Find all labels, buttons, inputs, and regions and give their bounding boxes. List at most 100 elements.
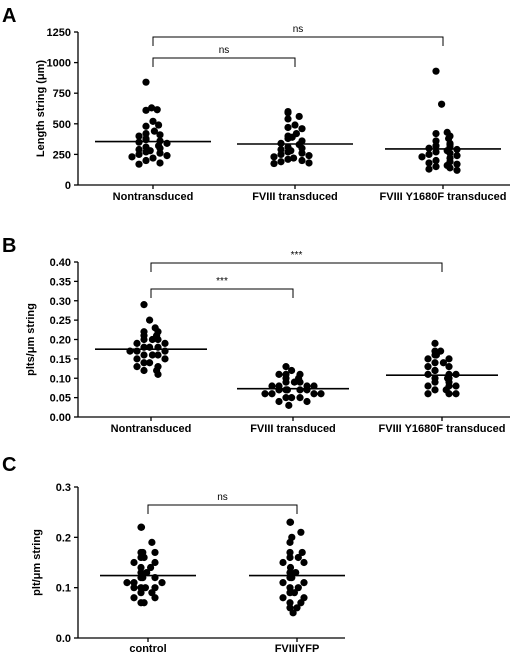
- panel-c-data-point: [300, 579, 308, 587]
- panel-b-data-point: [148, 351, 156, 359]
- panel-b-data-point: [133, 363, 141, 371]
- panel-a-data-point: [277, 158, 285, 166]
- panel-letter-a: A: [2, 5, 16, 27]
- panel-a-data-point: [438, 100, 446, 108]
- panel-a-data-point: [128, 153, 136, 161]
- panel-a-significance-label: ns: [293, 24, 304, 35]
- panel-b-y-axis-title: plts/μm string: [25, 303, 37, 376]
- panel-b-data-point: [431, 386, 439, 394]
- panel-a-data-point: [453, 160, 461, 168]
- panel-a-data-point: [446, 164, 454, 172]
- panel-c-y-axis-title: plt/μm string: [31, 529, 43, 596]
- panel-letter-b: B: [2, 235, 16, 257]
- panel-b-data-point: [154, 351, 162, 359]
- panel-a-y-tick-label: 1250: [47, 27, 71, 39]
- panel-c-y-tick-label: 0.1: [56, 583, 71, 595]
- panel-c-data-point: [293, 604, 301, 612]
- panel-b-y-tick-label: 0.10: [50, 373, 71, 385]
- panel-b-data-point: [140, 366, 148, 375]
- panel-b-significance-label: ***: [291, 250, 303, 261]
- panel-b-category-label: FVIII transduced: [250, 423, 336, 435]
- panel-a-data-point: [284, 115, 292, 123]
- panel-a-data-point: [284, 148, 292, 156]
- panel-b-data-point: [445, 355, 453, 363]
- panel-b-data-point: [424, 382, 432, 390]
- panel-a-data-point: [298, 125, 306, 133]
- panel-c-data-point: [286, 538, 294, 546]
- panel-c-data-point: [294, 584, 302, 592]
- panel-b-data-point: [140, 301, 148, 309]
- panel-c-data-point: [158, 579, 166, 587]
- panel-a-data-point: [153, 106, 161, 114]
- panel-b-data-point: [282, 394, 290, 402]
- panel-a-data-point: [277, 150, 285, 158]
- panel-a-data-point: [150, 127, 158, 135]
- panel-a-data-point: [295, 112, 303, 121]
- panel-a-category-label: Nontransduced: [113, 191, 194, 203]
- panel-a-data-point: [432, 129, 440, 138]
- panel-c-data-point: [137, 584, 145, 592]
- panel-b-data-point: [452, 390, 460, 398]
- panel-a-data-point: [270, 159, 278, 168]
- panel-b-data-point: [296, 378, 304, 386]
- panel-a-data-point: [156, 149, 164, 157]
- panel-b-data-point: [161, 339, 169, 347]
- panel-a-y-tick-label: 1000: [47, 58, 71, 70]
- panel-c-data-point: [286, 589, 294, 597]
- panel-b-y-tick-label: 0.30: [50, 296, 71, 308]
- panel-c-data-point: [279, 579, 287, 587]
- panel-b-data-point: [424, 355, 432, 363]
- panel-b-chart: 0.00 0.05 0.10 0.15 0.20 0.25 0.30 0.35 0.40 plts…: [25, 250, 510, 435]
- panel-c-significance-label: ns: [217, 492, 228, 503]
- panel-b-data-point: [439, 359, 447, 367]
- panel-a-data-point: [155, 121, 163, 129]
- panel-a-data-point: [305, 152, 313, 160]
- panel-a-data-point: [453, 152, 461, 160]
- panel-a-data-point: [284, 109, 292, 117]
- panel-c-data-point: [297, 599, 305, 607]
- panel-c-data-point: [297, 528, 305, 536]
- panel-c-data-point: [151, 548, 159, 557]
- panel-a-data-point: [432, 67, 440, 75]
- panel-c-data-point: [137, 523, 145, 531]
- panel-b-data-point: [275, 370, 283, 378]
- panel-c-data-point: [137, 599, 145, 607]
- panel-b-y-tick-label: 0.20: [50, 335, 71, 347]
- panel-b-data-point: [148, 335, 156, 344]
- panel-c-data-point: [292, 568, 300, 577]
- panel-b-data-point: [140, 335, 148, 344]
- panel-b-data-point: [452, 382, 460, 390]
- panel-c-data-point: [286, 599, 294, 607]
- panel-b-data-point: [445, 363, 453, 371]
- panel-a-data-point: [432, 163, 440, 171]
- panel-a-data-point: [163, 152, 171, 160]
- panel-a-significance-bracket: [152, 57, 296, 67]
- panel-a-y-axis-title: Length string (μm): [35, 60, 47, 158]
- panel-b-data-point: [431, 359, 439, 367]
- panel-b-data-point: [261, 390, 269, 398]
- panel-b-data-point: [288, 366, 296, 375]
- panel-b-category-label: Nontransduced: [111, 423, 192, 435]
- panel-a-data-point: [142, 148, 150, 156]
- panel-a-y-tick-label: 500: [53, 119, 71, 131]
- panel-b-data-point: [268, 382, 276, 390]
- panel-c-data-point: [123, 579, 131, 587]
- panel-b-y-tick-label: 0.25: [50, 315, 71, 327]
- panel-b-significance-bracket: [150, 262, 443, 272]
- panel-a-data-point: [135, 132, 143, 140]
- panel-a-data-point: [149, 154, 157, 162]
- panel-c-data-point: [137, 589, 145, 597]
- panel-a-data-point: [135, 160, 143, 168]
- panel-a-data-point: [298, 156, 306, 165]
- panel-a-data-point: [425, 150, 433, 158]
- panel-a-data-point: [298, 149, 306, 157]
- panel-b-data-point: [285, 401, 293, 409]
- panel-c-category-label: FVIIIYFP: [275, 643, 320, 655]
- panel-b-data-point: [146, 316, 154, 324]
- panel-c-data-point: [289, 609, 297, 617]
- panel-b-data-point: [310, 390, 318, 398]
- panel-a-data-point: [284, 134, 292, 143]
- panel-c-data-point: [147, 563, 155, 572]
- panel-b-data-point: [431, 339, 439, 347]
- panel-c-data-point: [298, 548, 306, 557]
